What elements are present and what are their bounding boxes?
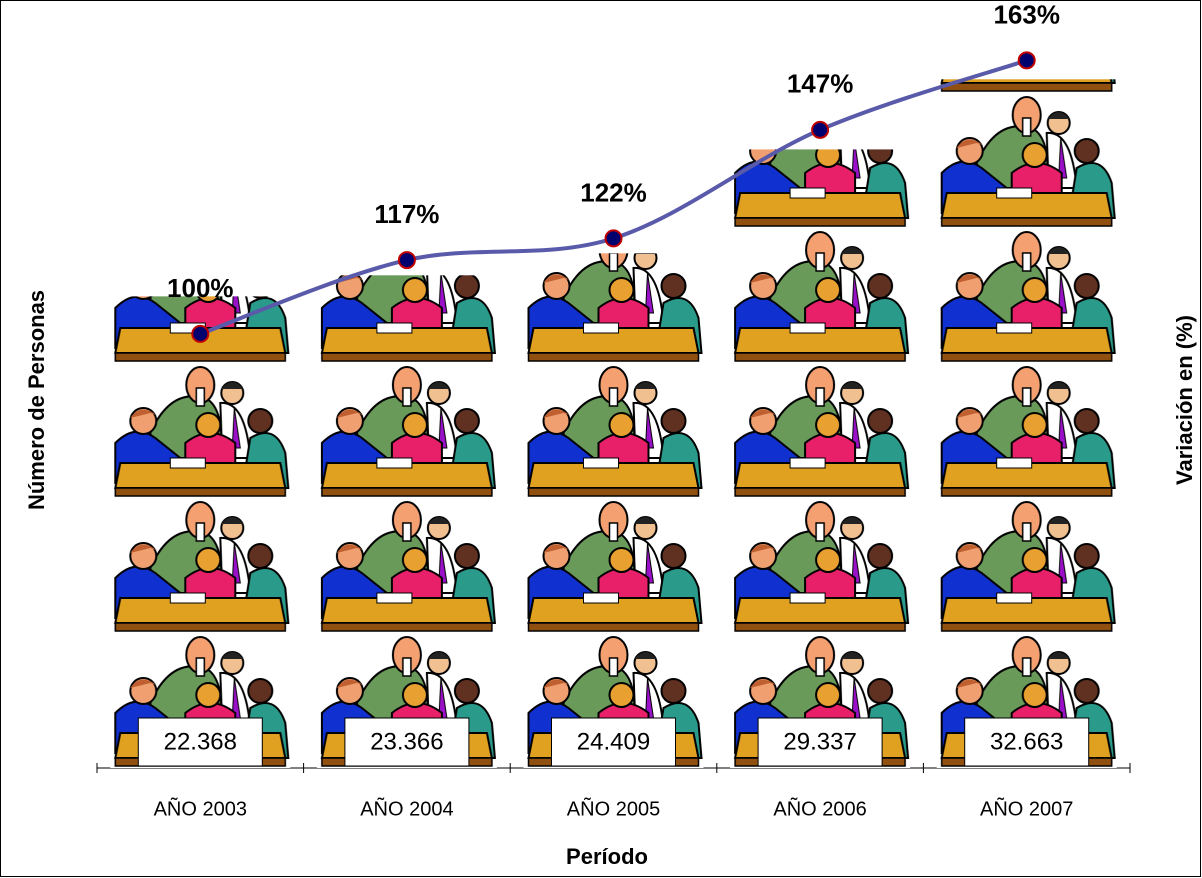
x-axis-title: Período (566, 844, 648, 869)
bar (110, 296, 291, 768)
value-label: 22.368 (164, 728, 237, 755)
percent-label: 163% (993, 0, 1060, 29)
value-label: 24.409 (577, 728, 650, 755)
x-tick-label: AÑO 2007 (980, 796, 1073, 820)
percent-label: 117% (374, 199, 439, 229)
value-label-box (551, 717, 676, 767)
value-label-box (964, 717, 1090, 767)
marker (604, 229, 623, 248)
bar (523, 253, 704, 769)
value-label: 23.366 (370, 728, 443, 755)
marker (811, 120, 830, 139)
bar (936, 79, 1117, 768)
value-label: 32.663 (990, 728, 1063, 755)
y-axis-title: Número de Personas (24, 290, 49, 510)
value-label-box (344, 717, 470, 767)
y2-axis-title: Variación en (%) (1172, 315, 1197, 485)
x-tick-label: AÑO 2004 (360, 796, 453, 820)
x-tick-label: AÑO 2003 (154, 796, 247, 820)
x-tick-label: AÑO 2006 (773, 796, 866, 820)
percent-label: 122% (580, 177, 647, 207)
marker (397, 251, 416, 270)
percent-label: 147% (787, 69, 854, 99)
value-label: 29.337 (783, 728, 856, 755)
percent-label: 100% (167, 273, 234, 303)
x-tick-label: AÑO 2005 (567, 796, 660, 820)
value-label-box (757, 717, 883, 767)
bar (316, 275, 497, 768)
value-label-box (137, 717, 263, 767)
bar (730, 149, 911, 769)
marker (191, 324, 210, 343)
marker (1017, 51, 1036, 70)
